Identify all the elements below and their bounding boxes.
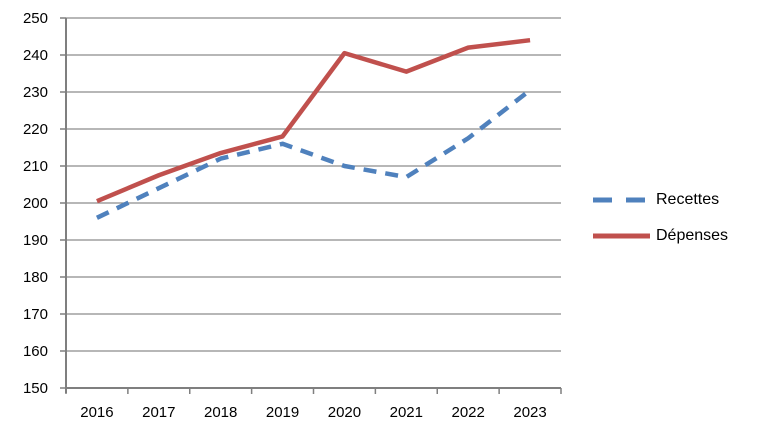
y-tick-label-230: 230 [23,84,48,101]
x-tick-label-2018: 2018 [204,404,237,421]
legend-label-depenses: Dépenses [656,227,729,244]
series-line-dépenses [96,37,531,204]
x-tick-label-2022: 2022 [452,404,485,421]
depenses-solid-line-sample [593,233,650,239]
y-tick-label-250: 250 [23,10,48,27]
recettes-dashed-line-sample [593,197,650,203]
legend-label-recettes: Recettes [656,191,720,208]
y-tick-label-180: 180 [23,269,48,286]
y-tick-label-240: 240 [23,47,48,64]
y-tick-label-200: 200 [23,195,48,212]
y-tick-label-220: 220 [23,121,48,138]
x-tick-label-2021: 2021 [390,404,423,421]
x-tick-label-2019: 2019 [266,404,299,421]
y-tick-label-150: 150 [23,380,48,397]
y-tick-label-170: 170 [23,306,48,323]
series-line-recettes [95,88,532,220]
y-tick-label-190: 190 [23,232,48,249]
y-tick-label-160: 160 [23,343,48,360]
legend: Recettes Dépenses [593,188,728,248]
legend-item-recettes: Recettes [593,188,728,212]
y-tick-label-210: 210 [23,158,48,175]
x-tick-label-2023: 2023 [513,404,546,421]
legend-item-depenses: Dépenses [593,224,728,248]
x-tick-label-2017: 2017 [142,404,175,421]
x-tick-label-2020: 2020 [328,404,361,421]
x-tick-label-2016: 2016 [80,404,113,421]
